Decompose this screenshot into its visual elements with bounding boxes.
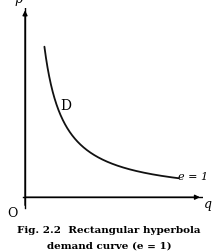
- Text: e = 1: e = 1: [178, 172, 208, 182]
- Text: q: q: [204, 198, 212, 211]
- Text: p: p: [15, 0, 23, 6]
- Text: O: O: [7, 207, 18, 220]
- Text: Fig. 2.2  Rectangular hyperbola: Fig. 2.2 Rectangular hyperbola: [17, 226, 201, 235]
- Text: D: D: [61, 99, 72, 113]
- Text: demand curve (e = 1): demand curve (e = 1): [47, 241, 171, 250]
